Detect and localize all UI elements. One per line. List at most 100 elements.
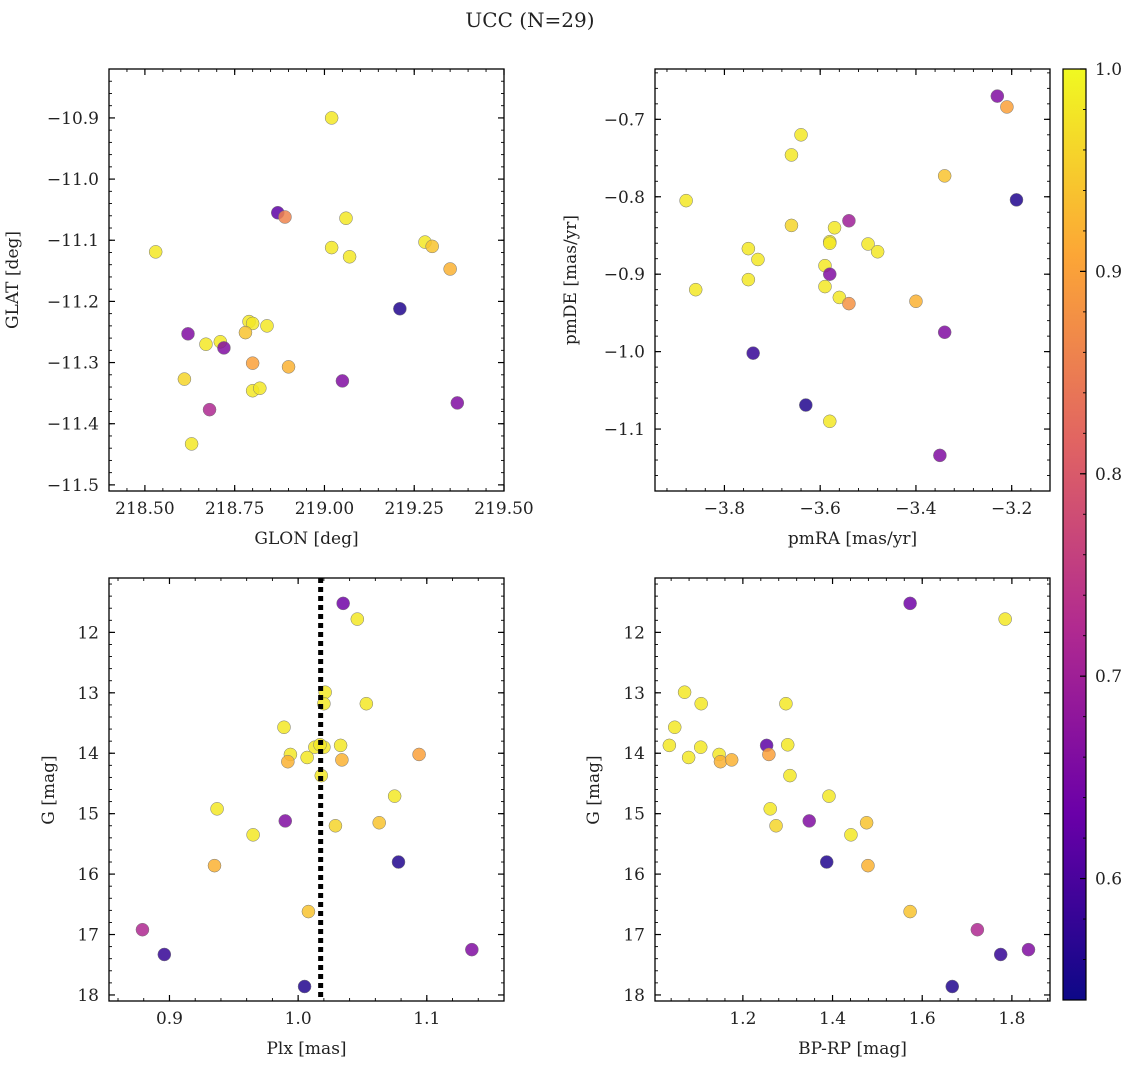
sky-y-tick-label: −11.3 bbox=[47, 354, 99, 374]
cmd-data-point bbox=[762, 747, 776, 762]
pm-data-point bbox=[794, 128, 808, 142]
sky-data-point bbox=[181, 327, 195, 341]
pm-data-point bbox=[861, 237, 875, 251]
cmd-data-point bbox=[903, 904, 917, 919]
plx-x-axis-label: Plx [mas] bbox=[266, 1039, 346, 1059]
pm-data-point bbox=[832, 290, 847, 305]
sky-data-point bbox=[202, 402, 217, 417]
sky-x-axis-label: GLON [deg] bbox=[254, 529, 358, 549]
plx-data-point bbox=[300, 750, 314, 765]
pm-data-point bbox=[842, 296, 856, 311]
plx-y-tick-label: 16 bbox=[77, 865, 99, 885]
pm-data-point bbox=[1000, 100, 1014, 114]
plx-data-point bbox=[135, 922, 150, 937]
sky-data-point bbox=[184, 437, 199, 451]
plx-data-point bbox=[335, 753, 349, 767]
plx-data-point bbox=[157, 947, 172, 962]
pm-data-point bbox=[784, 148, 799, 162]
sky-data-point bbox=[342, 250, 357, 264]
sky-data-point bbox=[278, 210, 292, 224]
cmd-data-point bbox=[998, 612, 1012, 626]
pm-y-tick-label: −1.1 bbox=[604, 420, 645, 440]
sky-data-point bbox=[177, 372, 192, 386]
colorbar-tick-label: 1.0 bbox=[1095, 60, 1122, 80]
plx-y-tick-label: 14 bbox=[77, 744, 99, 764]
cmd-x-tick-label: 1.8 bbox=[998, 1009, 1025, 1029]
plx-data-point bbox=[412, 747, 426, 762]
cmd-y-axis-label: G [mag] bbox=[584, 755, 604, 824]
pm-data-point bbox=[827, 220, 842, 235]
panel-plx: 0.9 1.0 1.1 12 13 14 15 16 17 18 Plx [mas] G [mag] bbox=[39, 577, 505, 1059]
pm-data-point bbox=[751, 252, 765, 267]
cmd-y-tick-label: 12 bbox=[623, 623, 645, 643]
cmd-x-tick-label: 1.4 bbox=[819, 1009, 846, 1029]
cmd-y-tick-label: 18 bbox=[623, 986, 645, 1006]
plx-data-point bbox=[465, 942, 479, 957]
colorbar-tick-label: 0.6 bbox=[1095, 870, 1122, 890]
pm-y-tick-label: −1.0 bbox=[604, 343, 645, 363]
plx-data-point bbox=[297, 979, 312, 994]
plx-data-point bbox=[210, 802, 224, 816]
sky-data-point bbox=[281, 360, 296, 374]
colorbar-tick-label: 0.7 bbox=[1095, 667, 1122, 687]
plx-data-point bbox=[359, 696, 374, 711]
sky-data-point bbox=[324, 240, 339, 255]
pm-data-point bbox=[937, 325, 952, 340]
plx-data-point bbox=[350, 612, 365, 626]
cmd-data-point bbox=[681, 750, 696, 765]
pm-data-point bbox=[933, 448, 947, 463]
sky-y-axis-label: GLAT [deg] bbox=[3, 231, 23, 329]
cmd-data-point bbox=[779, 696, 793, 711]
sky-data-point bbox=[450, 396, 465, 410]
sky-data-point bbox=[339, 211, 353, 225]
cmd-y-tick-label: 15 bbox=[623, 805, 645, 825]
plx-data-point bbox=[277, 720, 291, 735]
pm-data-point bbox=[741, 241, 756, 256]
cmd-data-point bbox=[713, 754, 728, 769]
pm-y-tick-label: −0.7 bbox=[604, 110, 645, 130]
plx-data-point bbox=[391, 855, 406, 869]
pm-y-axis-label: pmDE [mas/yr] bbox=[561, 215, 581, 345]
colorbar-tick-label: 0.8 bbox=[1095, 465, 1122, 485]
plx-data-point bbox=[336, 596, 350, 611]
cmd-axes-frame bbox=[654, 577, 1051, 1002]
cmd-data-point bbox=[844, 828, 858, 842]
pm-data-point bbox=[937, 169, 952, 183]
cmd-data-point bbox=[945, 979, 960, 994]
cmd-data-point bbox=[861, 858, 875, 873]
cmd-data-point bbox=[780, 738, 795, 752]
sky-y-tick-label: −10.9 bbox=[47, 109, 99, 129]
plx-data-point bbox=[372, 815, 386, 830]
colorbar: 0.6 0.7 0.8 0.9 1.0 bbox=[1062, 60, 1122, 1001]
pm-x-tick-label: −3.2 bbox=[991, 499, 1032, 519]
cmd-x-tick-label: 1.6 bbox=[909, 1009, 936, 1029]
cmd-y-tick-label: 16 bbox=[623, 865, 645, 885]
sky-data-point bbox=[148, 245, 163, 259]
pm-axes-frame bbox=[654, 68, 1051, 492]
pm-data-point bbox=[823, 267, 837, 281]
sky-data-point bbox=[199, 337, 213, 351]
pm-data-point bbox=[823, 414, 837, 429]
cmd-data-point bbox=[677, 685, 692, 699]
pm-x-axis-label: pmRA [mas/yr] bbox=[788, 529, 917, 549]
plx-data-point bbox=[207, 858, 222, 873]
pm-data-point bbox=[909, 294, 923, 309]
sky-data-point bbox=[443, 262, 457, 276]
plx-y-tick-label: 13 bbox=[77, 684, 99, 704]
plx-y-tick-label: 18 bbox=[77, 986, 99, 1006]
pm-data-point bbox=[741, 272, 756, 287]
sky-y-tick-label: −11.5 bbox=[47, 476, 99, 496]
plx-data-point bbox=[278, 814, 293, 828]
sky-y-tick-label: −11.1 bbox=[47, 231, 99, 251]
pm-data-point bbox=[990, 89, 1005, 103]
sky-x-tick-label: 218.50 bbox=[115, 499, 174, 519]
pm-x-tick-label: −3.8 bbox=[704, 499, 745, 519]
sky-x-tick-label: 219.00 bbox=[295, 499, 354, 519]
plx-data-point bbox=[281, 754, 295, 769]
panel-pm: −3.8 −3.6 −3.4 −3.2 −0.7 −0.8 −0.9 −1.0 −1.1 pmRA… bbox=[561, 68, 1051, 549]
cmd-y-tick-label: 17 bbox=[623, 926, 645, 946]
sky-y-tick-label: −11.4 bbox=[47, 415, 99, 435]
pm-y-tick-label: −0.9 bbox=[604, 265, 645, 285]
cmd-data-point bbox=[993, 947, 1008, 962]
